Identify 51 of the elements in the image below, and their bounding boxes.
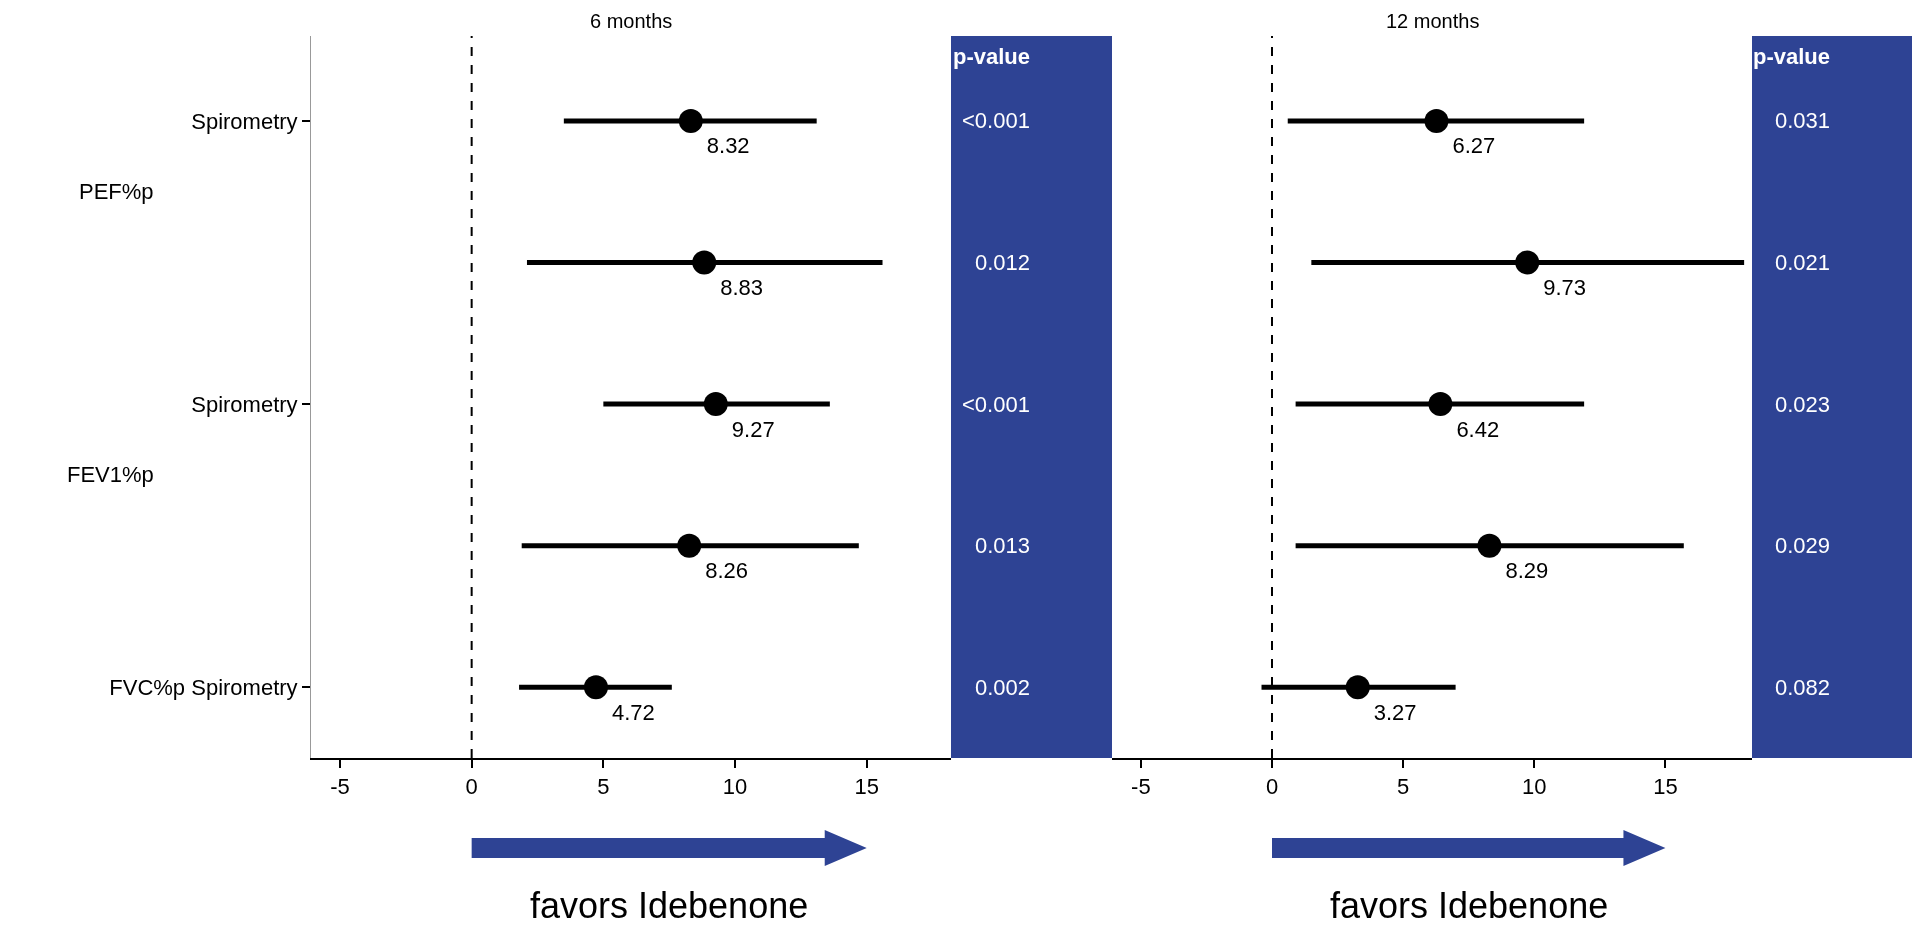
text: 0.082 [1775,675,1831,700]
x-tick-label: 15 [1653,774,1678,800]
point [1515,250,1540,275]
text: <0.001 [962,392,1030,417]
text: FEV1%p [67,462,154,487]
y-tick-label: Spirometry [191,108,298,134]
data-label: 8.83 [720,275,764,301]
text: 0.012 [975,250,1031,275]
y-tick-label: Spirometry [191,391,298,417]
x-tick-label: 10 [1522,774,1547,800]
point [1428,392,1453,417]
text: PEF%p [79,179,154,204]
x-tick-label: -5 [1131,774,1151,800]
data-label: 9.27 [731,416,775,442]
data-label: 8.26 [705,558,749,584]
point [678,108,703,133]
text: favors Idebenone [1330,885,1609,926]
text: 0.031 [1775,108,1831,133]
point [583,675,608,700]
x-tick-label: -5 [330,774,350,800]
x-tick-label: 15 [854,774,879,800]
x-tick-label: 5 [1397,774,1410,800]
chart-title: 12 months [1386,10,1480,32]
text: p-value [1753,44,1831,69]
text: 0.021 [1775,250,1831,275]
text: p-value [953,44,1031,69]
data-label: 6.42 [1456,416,1500,442]
point [692,250,717,275]
point [1345,675,1370,700]
point [677,533,702,558]
x-tick-label: 0 [465,774,478,800]
point [1424,108,1449,133]
text: <0.001 [962,108,1030,133]
x-tick-label: 0 [1265,774,1279,800]
text: 0.002 [975,675,1031,700]
data-label: 9.73 [1543,275,1587,301]
data-label: 3.27 [1373,699,1417,725]
text: favors Idebenone [530,885,809,926]
data-label: 6.27 [1452,133,1496,159]
text: 0.023 [1775,392,1831,417]
point [703,392,728,417]
data-label: 8.29 [1505,558,1549,584]
chart-title: 6 months [590,10,673,32]
y-tick-label: FVC%p Spirometry [109,674,298,700]
x-tick-label: 5 [597,774,610,800]
data-label: 8.32 [706,133,750,159]
text: 0.013 [975,533,1031,558]
x-tick-label: 10 [722,774,748,800]
data-label: 4.72 [611,699,655,725]
text: 0.029 [1775,533,1831,558]
point [1477,533,1502,558]
